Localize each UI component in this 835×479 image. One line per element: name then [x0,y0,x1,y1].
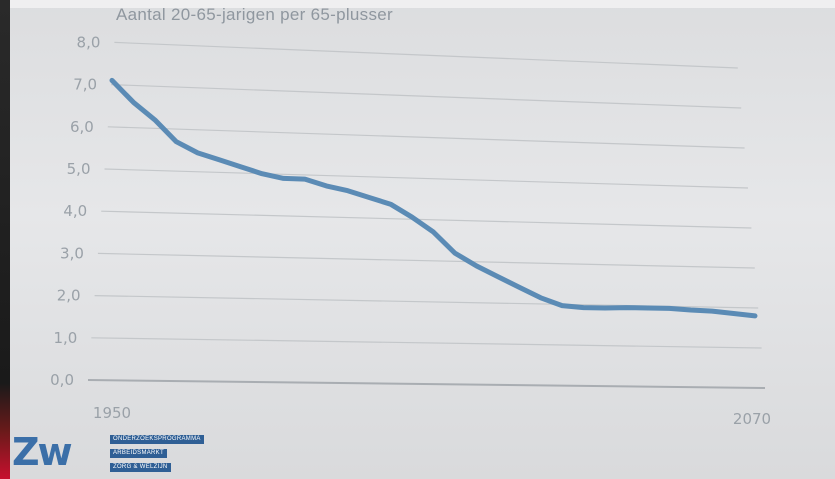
gridline-1 [91,337,762,349]
y-tick-label: 8,0 [77,33,101,51]
series-layer [109,77,758,319]
grid-lines [87,41,766,389]
logo-tag-2: ARBEIDSMARKT [110,449,167,458]
y-axis-ticks: 0,0 1,0 2,0 3,0 4,0 5,0 6,0 7,0 8,0 [50,33,100,389]
slide-edge [0,0,10,479]
slide-title-band [0,0,835,8]
logo-mark: Zw [12,430,73,474]
logo-tag-1: ONDERZOEKSPROGRAMMA [110,435,204,444]
gridline-3 [97,252,755,269]
y-tick-label: 6,0 [70,118,94,136]
y-tick-label: 5,0 [67,160,91,178]
y-tick-label: 3,0 [60,244,84,262]
y-tick-label: 0,0 [50,371,74,389]
x-tick-label: 2070 [733,410,771,428]
y-tick-label: 4,0 [63,202,87,220]
program-logo: Zw ONDERZOEKSPROGRAMMA ARBEIDSMARKT ZORG… [12,428,242,476]
gridline-5 [104,168,749,189]
series-line-0 [109,77,758,319]
gridline-6 [107,126,745,149]
logo-tag-3: ZORG & WELZIJN [110,463,171,472]
gridline-0 [87,379,766,389]
y-tick-label: 7,0 [73,76,97,94]
gridline-4 [101,210,752,229]
x-tick-label: 1950 [93,404,131,422]
gridline-8 [114,41,738,69]
y-tick-label: 2,0 [57,287,81,305]
y-tick-label: 1,0 [53,329,77,347]
x-axis-ticks: 1950 2070 [93,404,771,428]
chart-subtitle: Aantal 20-65-jarigen per 65-plusser [116,5,393,24]
gridline-7 [111,84,742,109]
